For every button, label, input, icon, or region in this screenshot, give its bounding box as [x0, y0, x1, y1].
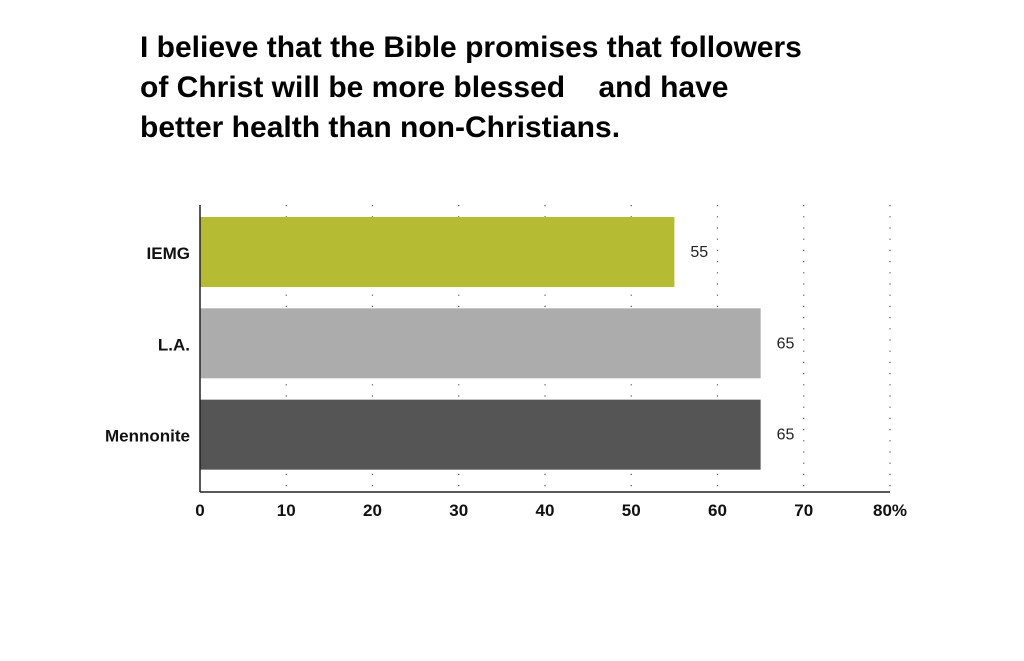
value-label: 65 — [777, 335, 795, 352]
chart-title: I believe that the Bible promises that f… — [140, 31, 802, 64]
category-label: Mennonite — [105, 427, 190, 446]
x-tick-label: 40 — [536, 501, 555, 520]
bar — [200, 308, 761, 379]
x-tick-label: 70 — [794, 501, 813, 520]
chart-title: of Christ will be more blessed and have — [140, 71, 729, 104]
bar — [200, 217, 675, 287]
x-tick-label: 60 — [708, 501, 727, 520]
x-tick-label: 10 — [277, 501, 296, 520]
x-tick-label: 50 — [622, 501, 641, 520]
x-tick-label: 20 — [363, 501, 382, 520]
value-label: 55 — [690, 244, 708, 261]
x-tick-label: 30 — [449, 501, 468, 520]
chart-title: better health than non-Christians. — [140, 111, 620, 144]
bar — [200, 399, 761, 470]
x-tick-label: 80% — [873, 501, 907, 520]
category-label: IEMG — [147, 244, 190, 263]
x-tick-label: 0 — [195, 501, 204, 520]
value-label: 65 — [777, 427, 795, 444]
category-label: L.A. — [158, 335, 190, 354]
